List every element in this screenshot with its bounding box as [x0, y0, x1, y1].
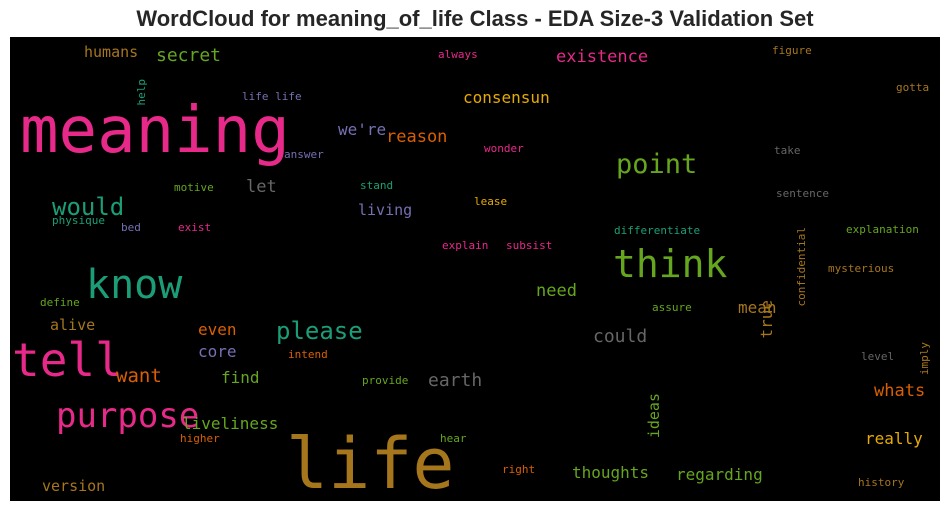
word-alive: alive	[50, 316, 96, 334]
word-take: take	[774, 144, 801, 157]
word-consensun: consensun	[463, 88, 550, 107]
word-explain: explain	[442, 239, 489, 252]
word-were: we're	[338, 120, 387, 139]
word-liveliness: liveliness	[182, 414, 279, 433]
word-even: even	[198, 320, 237, 339]
word-confidential: confidential	[795, 227, 808, 307]
word-humans: humans	[84, 43, 139, 61]
word-assure: assure	[652, 301, 692, 314]
word-physique: physique	[52, 214, 105, 227]
word-purpose: purpose	[56, 396, 200, 436]
word-could: could	[593, 326, 648, 347]
word-lease: lease	[474, 195, 508, 208]
chart-title: WordCloud for meaning_of_life Class - ED…	[136, 6, 814, 31]
word-secret: secret	[156, 45, 222, 66]
word-thoughts: thoughts	[572, 463, 650, 482]
word-ideas: ideas	[645, 393, 663, 439]
word-motive: motive	[174, 181, 214, 194]
word-point: point	[616, 149, 698, 180]
word-let: let	[246, 177, 277, 197]
word-help: help	[135, 79, 148, 106]
word-explanation: explanation	[846, 223, 919, 236]
word-define: define	[40, 296, 80, 309]
word-know: know	[86, 262, 183, 308]
word-exist: exist	[178, 221, 212, 234]
word-imply: imply	[918, 342, 931, 376]
word-find: find	[221, 368, 260, 387]
word-whats: whats	[874, 381, 926, 401]
word-need: need	[536, 281, 577, 301]
word-earth: earth	[428, 370, 483, 391]
word-regarding: regarding	[676, 465, 763, 484]
word-always: always	[438, 48, 478, 61]
word-sentence: sentence	[776, 187, 829, 200]
word-would: would	[52, 193, 125, 221]
word-please: please	[276, 317, 363, 345]
word-reason: reason	[386, 127, 448, 147]
word-wonder: wonder	[484, 142, 524, 155]
word-figure: figure	[772, 44, 812, 57]
word-really: really	[865, 429, 923, 448]
word-true: true	[757, 300, 776, 339]
word-life-life: life life	[242, 90, 302, 103]
word-level: level	[861, 350, 895, 363]
word-tell: tell	[12, 333, 123, 387]
word-want: want	[116, 365, 162, 387]
word-higher: higher	[180, 432, 220, 445]
word-differentiate: differentiate	[614, 224, 701, 237]
word-life: life	[286, 423, 455, 501]
word-intend: intend	[288, 348, 328, 361]
word-hear: hear	[440, 432, 467, 445]
word-right: right	[502, 463, 536, 476]
word-subsist: subsist	[506, 239, 553, 252]
word-mean[interactable]: mean	[738, 298, 777, 317]
word-gotta: gotta	[896, 81, 930, 94]
wordcloud-canvas: meaning life tell know think purpose poi…	[10, 37, 940, 501]
word-mysterious: mysterious	[828, 262, 895, 275]
word-bed: bed	[121, 221, 141, 234]
word-existence: existence	[556, 47, 649, 67]
word-history: history	[858, 476, 905, 489]
word-meaning: meaning	[20, 94, 290, 168]
word-core: core	[198, 342, 237, 361]
word-stand: stand	[360, 179, 394, 192]
word-think: think	[613, 242, 728, 286]
word-living: living	[358, 201, 413, 219]
word-answer: answer	[284, 148, 324, 161]
word-version: version	[42, 477, 106, 495]
word-provide: provide	[362, 374, 409, 387]
